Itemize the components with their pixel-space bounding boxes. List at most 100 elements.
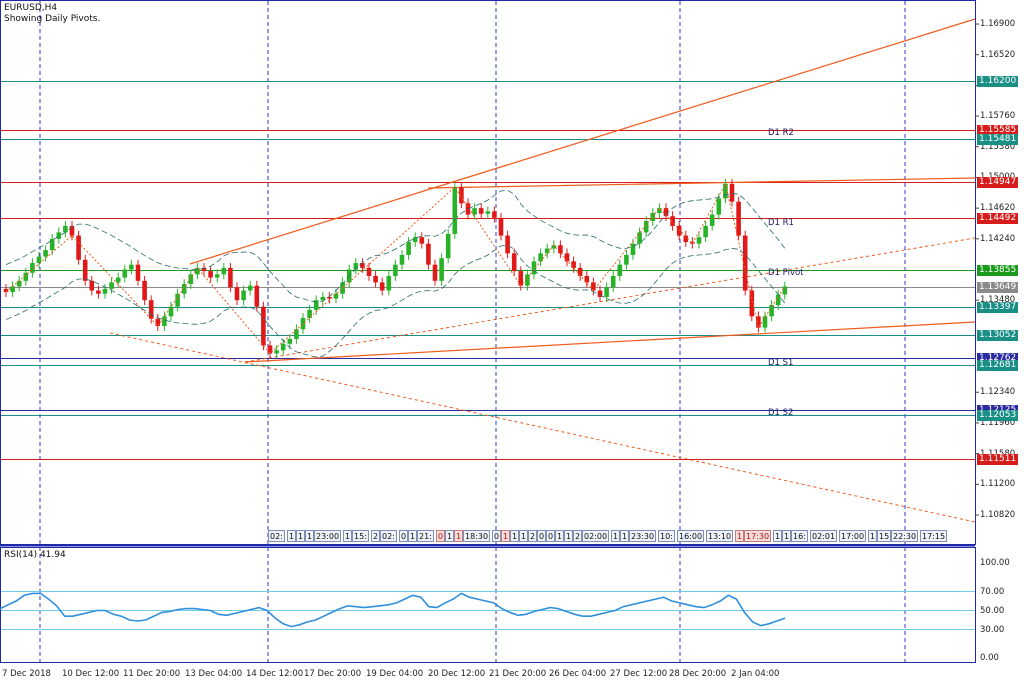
candle-body (769, 305, 774, 317)
upper-trendline (189, 18, 976, 265)
price-tick-label: 1.14620 (980, 203, 1016, 214)
top-channel-line (427, 177, 976, 189)
price-tick-label: 1.15760 (980, 111, 1016, 122)
time-tick-label: 20 Dec 12:00 (428, 669, 486, 679)
candle-body (300, 317, 306, 330)
level-price-tag: 1.14947 (977, 176, 1019, 188)
candle-body (360, 263, 365, 268)
candle-body (558, 245, 563, 254)
candle-body (538, 253, 543, 262)
candle-body (36, 256, 42, 264)
candle-body (366, 267, 372, 276)
session-time-box: 02:00 (582, 530, 610, 542)
candle-body (485, 211, 491, 214)
candle-body (313, 300, 319, 310)
candle-body (643, 221, 649, 233)
candle-body (96, 290, 101, 294)
candle-body (175, 293, 180, 307)
candle-body (155, 318, 161, 327)
zigzag-line (5, 182, 786, 355)
main-pane-frame (0, 0, 976, 545)
candle-body (426, 243, 431, 265)
candle-body (109, 282, 114, 289)
candle-body (445, 233, 451, 259)
price-tick-label: 1.10820 (980, 510, 1016, 520)
candle-body (703, 225, 708, 238)
time-tick-label: 27 Dec 12:00 (610, 669, 668, 679)
candle-body (584, 275, 590, 283)
candle-body (201, 267, 207, 272)
rsi-tick-label: 30.00 (980, 624, 1005, 635)
candle-body (386, 275, 392, 291)
candle-body (82, 259, 88, 281)
session-time-box: 16: (791, 530, 808, 542)
session-time-box: 02: (268, 530, 285, 542)
session-time-box: 1 (782, 530, 792, 542)
candle-body (168, 306, 174, 317)
candle-body (756, 316, 761, 328)
candle-body (729, 183, 735, 202)
price-tick-label: 1.11960 (980, 417, 1016, 428)
candle-body (742, 235, 748, 291)
price-tick-label: 1.12340 (980, 387, 1016, 398)
candle-body (439, 258, 444, 281)
candle-body (327, 296, 332, 299)
time-tick-label: 28 Dec 20:00 (669, 669, 727, 679)
candle-body (49, 238, 55, 251)
candle-body (56, 232, 62, 239)
session-time-box: 1 (408, 530, 418, 542)
price-tick-label: 1.11580 (980, 449, 1015, 459)
candle-body (320, 296, 326, 301)
upper-band (5, 190, 786, 303)
price-tick-label: 1.16520 (980, 49, 1016, 60)
candle-body (261, 306, 266, 346)
session-time-box: 17:30 (744, 530, 772, 542)
candle-body (181, 284, 187, 294)
candle-body (162, 316, 167, 327)
dotted-trend-down (109, 332, 976, 523)
candle-body (637, 232, 642, 244)
candle-body (657, 208, 662, 213)
candle-body (214, 274, 220, 278)
session-time-box: 1 (620, 530, 630, 542)
candle-body (604, 287, 609, 297)
price-tick-label: 1.16900 (980, 19, 1016, 29)
time-tick-label: 14 Dec 12:00 (246, 669, 304, 679)
session-time-box: 2 (371, 530, 381, 542)
price-tick-label: 1.15380 (980, 141, 1016, 152)
session-time-box: 1 (555, 530, 565, 542)
candle-body (234, 287, 240, 301)
candle-body (617, 264, 623, 276)
level-price-tag: 1.13397 (977, 301, 1019, 313)
price-tick-label: 1.14240 (980, 233, 1016, 244)
candle-body (544, 248, 550, 254)
time-tick-label: 7 Dec 2018 (2, 669, 51, 679)
candle-body (30, 263, 35, 273)
session-time-box: 1 (773, 530, 783, 542)
candle-body (419, 237, 425, 244)
level-price-tag: 1.16200 (977, 75, 1019, 87)
session-time-box: 13:10 (706, 530, 734, 542)
time-tick-label: 13 Dec 04:00 (185, 669, 243, 679)
candle-body (247, 285, 253, 291)
candle-body (142, 280, 147, 301)
candle-body (432, 264, 438, 281)
candle-body (663, 208, 669, 217)
candle-body (188, 274, 194, 285)
session-time-box: 1 (564, 530, 574, 542)
candle-body (610, 275, 616, 288)
candle-body (195, 267, 200, 275)
session-time-box: 1 (510, 530, 520, 542)
candle-body (472, 208, 477, 215)
candle-body (221, 267, 227, 275)
candle-body (452, 187, 458, 234)
candle-body (89, 280, 95, 291)
rsi-tick-label: 50.00 (980, 605, 1005, 616)
session-time-box: 02:01 (810, 530, 838, 542)
pivot-r2-label: D1 R2 (768, 128, 794, 138)
candle-body (280, 343, 286, 351)
candle-body (294, 329, 299, 339)
candle-body (531, 261, 537, 275)
